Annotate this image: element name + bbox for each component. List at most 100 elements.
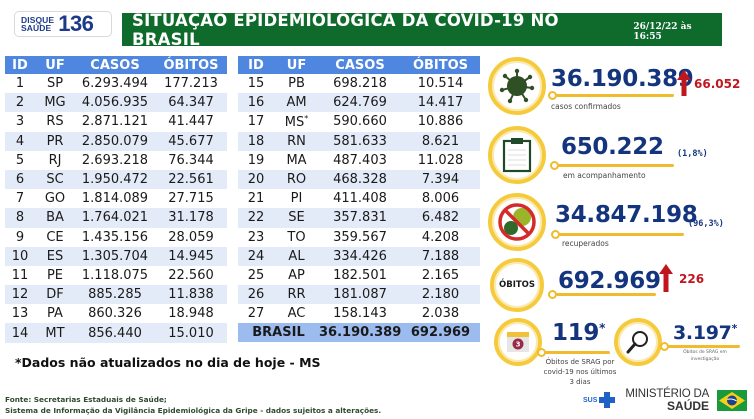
brazil-flag-icon	[717, 389, 748, 411]
cell-id: 16	[238, 95, 274, 110]
cell-id-text: 8	[15, 210, 25, 226]
cell-casos-text: 158.143	[333, 306, 387, 322]
cell-uf: SC	[35, 172, 75, 187]
cell-id: 24	[238, 249, 274, 264]
col-header-id: ID	[248, 57, 264, 73]
cell-uf-text: PA	[47, 306, 63, 322]
cell-id-text: 11	[11, 267, 29, 283]
cell-uf-text: MA	[286, 152, 307, 168]
cell-id-text: 14	[11, 325, 29, 341]
cell-obitos-text: 14.945	[168, 248, 214, 264]
cell-id-text: 15	[247, 76, 265, 92]
cell-id-text: 2	[15, 95, 25, 111]
cell-id-text: 3	[15, 114, 25, 130]
cell-uf-text: GO	[44, 191, 66, 207]
sus-text: SUS	[583, 396, 598, 404]
cell-obitos: 10.514	[401, 76, 480, 91]
cell-casos-text: 359.567	[333, 229, 387, 245]
investigation-number: 3.197	[673, 322, 732, 344]
cell-uf: MG	[35, 95, 75, 110]
cell-id: 8	[5, 210, 35, 225]
table-row: 18 RN 581.633 8.621	[238, 131, 480, 151]
table-row: 10 ES 1.305.704 14.945	[5, 246, 227, 266]
investigation-label: Óbitos de SRAG em investigação	[672, 349, 738, 363]
cell-uf-text: MG	[44, 95, 66, 111]
ministry-line2: SAÚDE	[667, 399, 710, 413]
cell-casos: 6.293.494	[75, 76, 155, 91]
cell-obitos: 14.945	[155, 249, 227, 264]
table-row: 22 SE 357.831 6.482	[238, 208, 480, 228]
cell-obitos: 11.028	[401, 153, 480, 168]
cell-obitos: 31.178	[155, 210, 227, 225]
cell-obitos-text: 2.165	[421, 267, 460, 283]
underline	[545, 351, 610, 354]
cell-id-text: 13	[11, 306, 29, 322]
cell-obitos: 41.447	[155, 114, 227, 129]
cell-id-text: 9	[15, 229, 25, 245]
cell-casos-text: 581.633	[333, 133, 387, 149]
cell-id: 12	[5, 287, 35, 302]
cell-casos: 359.567	[319, 230, 401, 245]
cell-uf: MA	[274, 153, 319, 168]
cell-id-text: 24	[247, 248, 265, 264]
uf-asterisk: *	[304, 113, 309, 123]
col-header-id: ID	[12, 57, 28, 73]
table-row: 19 MA 487.403 11.028	[238, 151, 480, 170]
cell-obitos: 22.561	[155, 172, 227, 187]
cell-uf: BA	[35, 210, 75, 225]
cell-uf: GO	[35, 191, 75, 206]
investigation-asterisk: *	[731, 322, 738, 335]
cell-id-text: 27	[247, 306, 265, 322]
recovered-icon-ring	[488, 193, 546, 251]
cell-casos: 581.633	[319, 134, 401, 149]
cell-id-text: 16	[247, 95, 265, 111]
cell-casos: 1.814.089	[75, 191, 155, 206]
cell-obitos: 7.188	[401, 249, 480, 264]
cell-casos: 1.118.075	[75, 268, 155, 283]
cell-casos-text: 334.426	[333, 248, 387, 264]
cell-id: 15	[238, 76, 274, 91]
table-header-row: ID UF CASOS ÓBITOS	[238, 56, 480, 74]
svg-text:3: 3	[516, 341, 521, 349]
total-label: BRASIL	[252, 325, 305, 341]
investigation-label-line: Óbitos de SRAG em	[683, 350, 727, 355]
cell-obitos-text: 76.344	[168, 152, 214, 168]
deaths-delta: 226	[679, 272, 705, 286]
recovered-label: recuperados	[562, 239, 609, 248]
monitoring-value: 650.222	[561, 134, 664, 160]
cell-uf: RS	[35, 114, 75, 129]
deaths-value: 692.969	[558, 268, 661, 294]
cell-obitos: 10.886	[401, 114, 480, 129]
cell-casos-text: 1.435.156	[81, 229, 149, 245]
source-line-1: Fonte: Secretarias Estaduais de Saúde;	[5, 395, 167, 404]
underline	[668, 345, 740, 348]
cell-obitos: 64.347	[155, 95, 227, 110]
cell-id-text: 6	[15, 172, 25, 188]
cell-id: 1	[5, 76, 35, 91]
cell-casos: 1.305.704	[75, 249, 155, 264]
cell-id-text: 19	[247, 152, 265, 168]
cell-obitos-text: 45.677	[168, 133, 214, 149]
cell-uf: AL	[274, 249, 319, 264]
cell-obitos-text: 22.560	[168, 267, 214, 283]
cell-uf-text: RS	[46, 114, 64, 130]
srag-label-line: Óbitos de SRAG por	[545, 358, 615, 366]
recovered-value: 34.847.198	[555, 202, 698, 228]
cell-casos-text: 6.293.494	[81, 76, 149, 92]
col-header-obitos: ÓBITOS	[412, 57, 469, 73]
confirmed-label: casos confirmados	[551, 102, 621, 111]
table-row: 8 BA 1.764.021 31.178	[5, 208, 227, 228]
total-casos: 36.190.389	[319, 325, 402, 341]
table-row: 25 AP 182.501 2.165	[238, 266, 480, 285]
cell-obitos: 8.621	[401, 134, 480, 149]
cell-id: 18	[238, 134, 274, 149]
no-virus-icon	[498, 203, 536, 241]
cell-obitos: 2.165	[401, 268, 480, 283]
cell-casos-text: 357.831	[333, 210, 387, 226]
cell-casos-text: 181.087	[333, 287, 387, 303]
cell-casos: 856.440	[75, 326, 155, 341]
cell-casos: 885.285	[75, 287, 155, 302]
cell-uf-text: AC	[287, 306, 306, 322]
cell-uf-text: SP	[46, 76, 64, 92]
cell-uf: PI	[274, 191, 319, 206]
